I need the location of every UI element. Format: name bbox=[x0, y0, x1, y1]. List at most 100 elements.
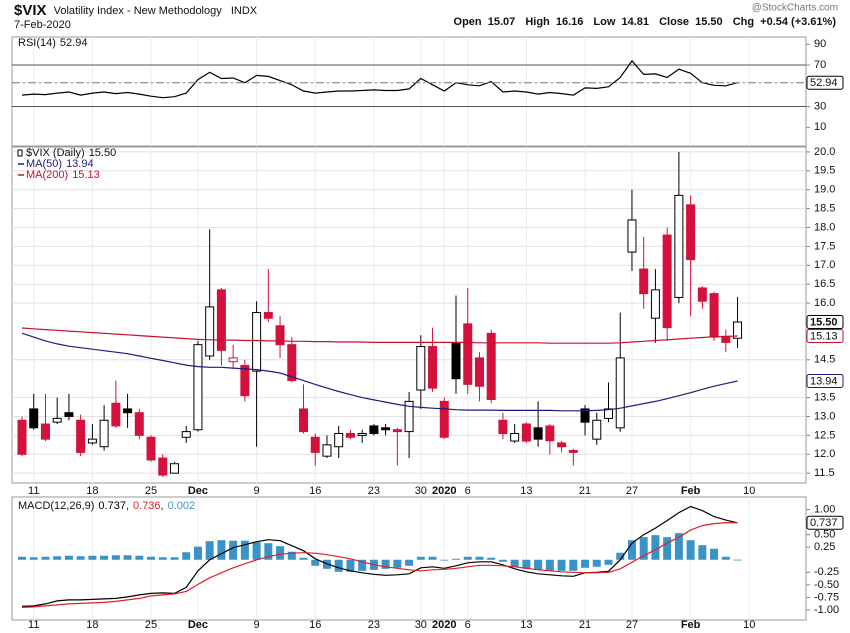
legend-name: MA(200) bbox=[26, 169, 68, 181]
y-tick-label: 20.0 bbox=[814, 146, 835, 158]
value-box bbox=[806, 373, 844, 388]
y-tick-label: 30 bbox=[814, 100, 826, 112]
histogram-bar bbox=[405, 559, 414, 566]
histogram-bar bbox=[674, 533, 683, 560]
histogram-bar bbox=[604, 559, 613, 565]
candle-body bbox=[146, 436, 156, 461]
candle-body bbox=[111, 402, 121, 427]
x-tick-label: 2020 bbox=[432, 485, 456, 497]
candle-body bbox=[158, 457, 168, 476]
chart-title: $VIX Volatility Index - New Methodology … bbox=[14, 2, 258, 19]
candle-body bbox=[416, 346, 426, 391]
histogram-bar bbox=[100, 555, 109, 560]
histogram-bar bbox=[158, 557, 167, 560]
value-box-label: 0.737 bbox=[810, 517, 838, 529]
histogram-bar bbox=[627, 540, 636, 560]
histogram-bar bbox=[663, 537, 672, 560]
legend-value: 15.13 bbox=[72, 169, 100, 181]
histogram-bar bbox=[252, 542, 261, 560]
x-tick-label: 30 bbox=[415, 485, 427, 497]
watermark: @StockCharts.com bbox=[752, 3, 838, 14]
candle-body bbox=[498, 419, 508, 434]
y-tick-label: -0.25 bbox=[814, 566, 839, 578]
x-tick-label: 13 bbox=[520, 619, 532, 631]
x-tick-label: 6 bbox=[465, 619, 471, 631]
y-tick-label: 70 bbox=[814, 59, 826, 71]
histogram-bar bbox=[334, 559, 343, 572]
histogram-bar bbox=[475, 556, 484, 560]
x-tick-label: 25 bbox=[145, 485, 157, 497]
candle-body bbox=[17, 419, 27, 455]
x-tick-label: 21 bbox=[579, 485, 591, 497]
candle-body bbox=[568, 449, 578, 453]
ohlc-value: 14.81 bbox=[621, 16, 649, 28]
candle-body bbox=[310, 436, 320, 453]
histogram-bar bbox=[358, 559, 367, 571]
candle-body bbox=[557, 442, 567, 448]
series-line bbox=[21, 505, 738, 607]
y-tick-label: 18.0 bbox=[814, 221, 835, 233]
symbol: $VIX bbox=[14, 2, 47, 19]
candle-body bbox=[263, 312, 273, 319]
histogram-bar bbox=[710, 548, 719, 560]
candle-body bbox=[181, 431, 191, 438]
legend-name: MACD(12,26,9) bbox=[18, 500, 94, 512]
x-tick-label: 25 bbox=[145, 619, 157, 631]
value-box bbox=[806, 328, 844, 343]
x-tick-label: 18 bbox=[86, 619, 98, 631]
candle-body bbox=[463, 323, 473, 385]
candle-body bbox=[334, 432, 344, 448]
histogram-bar bbox=[651, 535, 660, 560]
value-box-label: 15.13 bbox=[810, 330, 838, 342]
x-tick-label: 9 bbox=[254, 485, 260, 497]
value-box bbox=[806, 314, 844, 329]
x-tick-label: 6 bbox=[465, 485, 471, 497]
date: 7-Feb-2020 bbox=[14, 19, 71, 31]
ohlc-label: Chg bbox=[733, 16, 754, 28]
histogram-bar bbox=[170, 557, 179, 560]
histogram-bar bbox=[135, 555, 144, 560]
histogram-bar bbox=[416, 556, 425, 560]
candle-body bbox=[439, 400, 449, 438]
x-tick-label: 21 bbox=[579, 619, 591, 631]
candle-body bbox=[193, 344, 203, 431]
candle-body bbox=[299, 408, 309, 433]
candle-body bbox=[392, 429, 402, 433]
candle-body bbox=[345, 432, 355, 438]
histogram-bar bbox=[147, 556, 156, 560]
y-tick-label: 12.5 bbox=[814, 429, 835, 441]
legend-name: MA(50) bbox=[26, 158, 62, 170]
candle-body bbox=[240, 364, 250, 397]
y-tick-label: 1.00 bbox=[814, 503, 835, 515]
legend-value: 13.94 bbox=[66, 158, 94, 170]
y-tick-label: -0.75 bbox=[814, 591, 839, 603]
ohlc-label: Low bbox=[593, 16, 615, 28]
series-line bbox=[21, 59, 738, 99]
histogram-bar bbox=[639, 537, 648, 560]
legend-value: 0.737 bbox=[98, 500, 126, 512]
candle-body bbox=[228, 357, 238, 363]
x-tick-label: 2020 bbox=[432, 619, 456, 631]
y-tick-label: 16.5 bbox=[814, 278, 835, 290]
x-tick-label: 11 bbox=[28, 485, 39, 497]
y-tick-label: 13.5 bbox=[814, 391, 835, 403]
histogram-bar bbox=[299, 557, 308, 560]
histogram-bar bbox=[53, 556, 62, 560]
legend-entry: RSI(14) 52.94 bbox=[18, 37, 87, 49]
histogram-bar bbox=[205, 541, 214, 560]
candle-body bbox=[592, 419, 602, 440]
series-line bbox=[21, 332, 738, 412]
y-tick-label: 12.0 bbox=[814, 448, 835, 460]
ohlc-value: +0.54 (+3.61%) bbox=[760, 16, 836, 28]
legend-name: RSI(14) bbox=[18, 37, 56, 49]
candle-body bbox=[627, 219, 637, 253]
symbol-name: Volatility Index - New Methodology bbox=[54, 5, 223, 17]
histogram-bar bbox=[569, 559, 578, 571]
series-line bbox=[21, 327, 738, 344]
y-tick-label: 0.50 bbox=[814, 529, 835, 541]
y-tick-label: 16.0 bbox=[814, 297, 835, 309]
legend-entry: MACD(12,26,9) 0.737, 0.736, 0.002 bbox=[18, 500, 195, 512]
candle-body bbox=[662, 234, 672, 329]
candle-body bbox=[650, 289, 660, 319]
